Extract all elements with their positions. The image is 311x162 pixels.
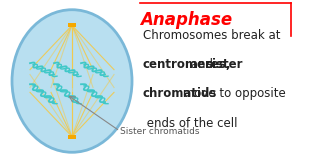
Text: chromatids: chromatids: [142, 87, 217, 100]
Text: Chromosomes break at: Chromosomes break at: [142, 29, 280, 42]
Text: ends of the cell: ends of the cell: [142, 117, 237, 130]
Text: Anaphase: Anaphase: [140, 11, 232, 29]
Text: sister: sister: [205, 58, 243, 71]
Ellipse shape: [12, 10, 132, 152]
Text: and: and: [187, 58, 216, 71]
Text: Sister chromatids: Sister chromatids: [120, 127, 200, 136]
Text: centromeres,: centromeres,: [142, 58, 231, 71]
Text: move to opposite: move to opposite: [179, 87, 286, 100]
